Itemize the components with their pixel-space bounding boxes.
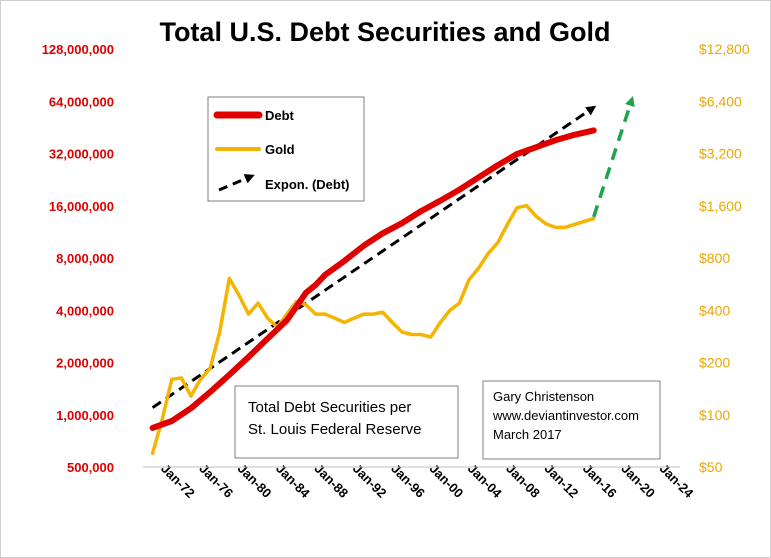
series-line-gold [150, 203, 596, 456]
right-tick-label: $800 [699, 250, 730, 266]
left-axis-ticks: 500,000 1,000,000 2,000,000 4,000,000 8,000,… [42, 42, 114, 475]
left-tick-label: 2,000,000 [56, 356, 114, 371]
series-line-gold-projection [592, 96, 635, 218]
series-layer [149, 96, 635, 456]
left-tick-label: 16,000,000 [49, 199, 114, 214]
legend: Debt Gold Expon. (Debt) [207, 96, 365, 202]
right-tick-label: $12,800 [699, 41, 750, 57]
right-tick-label: $100 [699, 407, 730, 423]
credit-line-website: www.deviantinvestor.com [492, 408, 639, 423]
source-note-line-1: Total Debt Securities per [248, 399, 411, 416]
chart-title: Total U.S. Debt Securities and Gold [159, 17, 610, 47]
credit-note: Gary Christenson www.deviantinvestor.com… [482, 380, 661, 460]
left-tick-label: 1,000,000 [56, 408, 114, 423]
left-tick-label: 128,000,000 [42, 42, 114, 57]
left-tick-label: 500,000 [67, 460, 114, 475]
left-tick-label: 32,000,000 [49, 147, 114, 162]
right-tick-label: $1,600 [699, 198, 742, 214]
right-axis-ticks: $50 $100 $200 $400 $800 $1,600 $3,200 $6,400 $12… [699, 41, 750, 475]
left-tick-label: 8,000,000 [56, 251, 114, 266]
legend-swatch-expon [218, 174, 255, 192]
source-note-line-2: St. Louis Federal Reserve [248, 421, 421, 438]
right-tick-label: $3,200 [699, 146, 742, 162]
left-tick-label: 4,000,000 [56, 303, 114, 318]
credit-line-author: Gary Christenson [493, 389, 594, 404]
right-tick-label: $200 [699, 355, 730, 371]
legend-label-debt: Debt [265, 108, 295, 123]
credit-note-box [482, 380, 661, 460]
right-tick-label: $400 [699, 302, 730, 318]
right-tick-label: $50 [699, 459, 723, 475]
series-line-expon-debt [151, 105, 597, 409]
source-note: Total Debt Securities per St. Louis Fede… [234, 385, 459, 459]
legend-label-expon: Expon. (Debt) [265, 177, 350, 192]
source-note-box [234, 385, 459, 459]
series-line-debt [149, 127, 597, 431]
left-tick-label: 64,000,000 [49, 94, 114, 109]
credit-line-date: March 2017 [493, 427, 562, 442]
right-tick-label: $6,400 [699, 93, 742, 109]
legend-label-gold: Gold [265, 142, 295, 157]
